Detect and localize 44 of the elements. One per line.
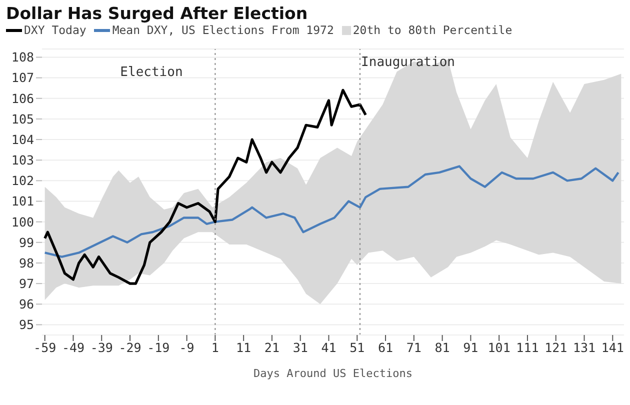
x-tick-label: -49 — [62, 340, 85, 355]
legend-label: 20th to 80th Percentile — [352, 23, 512, 37]
line-series — [44, 88, 367, 285]
ref-line-label: Inauguration — [361, 55, 455, 70]
x-tick-label: 51 — [350, 340, 365, 355]
y-tick-label: 100 — [11, 214, 34, 230]
ref-line-label: Election — [120, 65, 183, 80]
x-tick-label: 131 — [572, 340, 596, 355]
x-tick-label: 1 — [211, 340, 219, 355]
x-tick-label: 31 — [292, 340, 308, 355]
y-tick-label: 96 — [18, 296, 34, 312]
y-tick-label: 103 — [11, 152, 34, 168]
x-tick-label: -19 — [147, 340, 170, 355]
line-series — [44, 165, 620, 258]
x-tick-label: -9 — [179, 340, 194, 355]
x-tick-label: 21 — [264, 340, 280, 355]
y-tick-label: 107 — [11, 70, 34, 86]
x-tick-label: 91 — [463, 340, 478, 355]
x-tick-label: 71 — [406, 340, 422, 355]
legend-label: Mean DXY, US Elections From 1972 — [111, 23, 334, 37]
x-tick-label: 111 — [516, 340, 539, 355]
y-tick-label: 104 — [11, 132, 34, 147]
x-tick-label: 121 — [544, 340, 568, 355]
chart-title: Dollar Has Surged After Election — [5, 3, 309, 23]
x-tick-label: 41 — [321, 340, 336, 355]
x-tick-label: 11 — [236, 340, 252, 355]
x-tick-label: -29 — [118, 340, 142, 355]
legend-label: DXY Today — [23, 23, 86, 37]
y-tick-label: 102 — [11, 173, 34, 188]
x-tick-label: 101 — [488, 340, 510, 355]
y-tick-label: 97 — [18, 276, 34, 291]
y-tick-label: 101 — [11, 194, 34, 209]
x-tick-label: 141 — [601, 340, 624, 355]
y-tick-label: 99 — [18, 234, 34, 250]
y-tick-label: 95 — [18, 317, 34, 332]
y-tick-label: 105 — [11, 111, 34, 126]
y-tick-label: 108 — [11, 50, 34, 65]
x-axis-title: Days Around US Elections — [254, 367, 412, 380]
y-tick-label: 98 — [18, 255, 34, 270]
x-tick-label: -59 — [34, 340, 56, 355]
y-tick-label: 106 — [11, 90, 34, 106]
x-tick-label: 81 — [434, 340, 450, 355]
x-tick-label: 61 — [378, 340, 394, 355]
x-tick-label: -39 — [90, 340, 113, 355]
